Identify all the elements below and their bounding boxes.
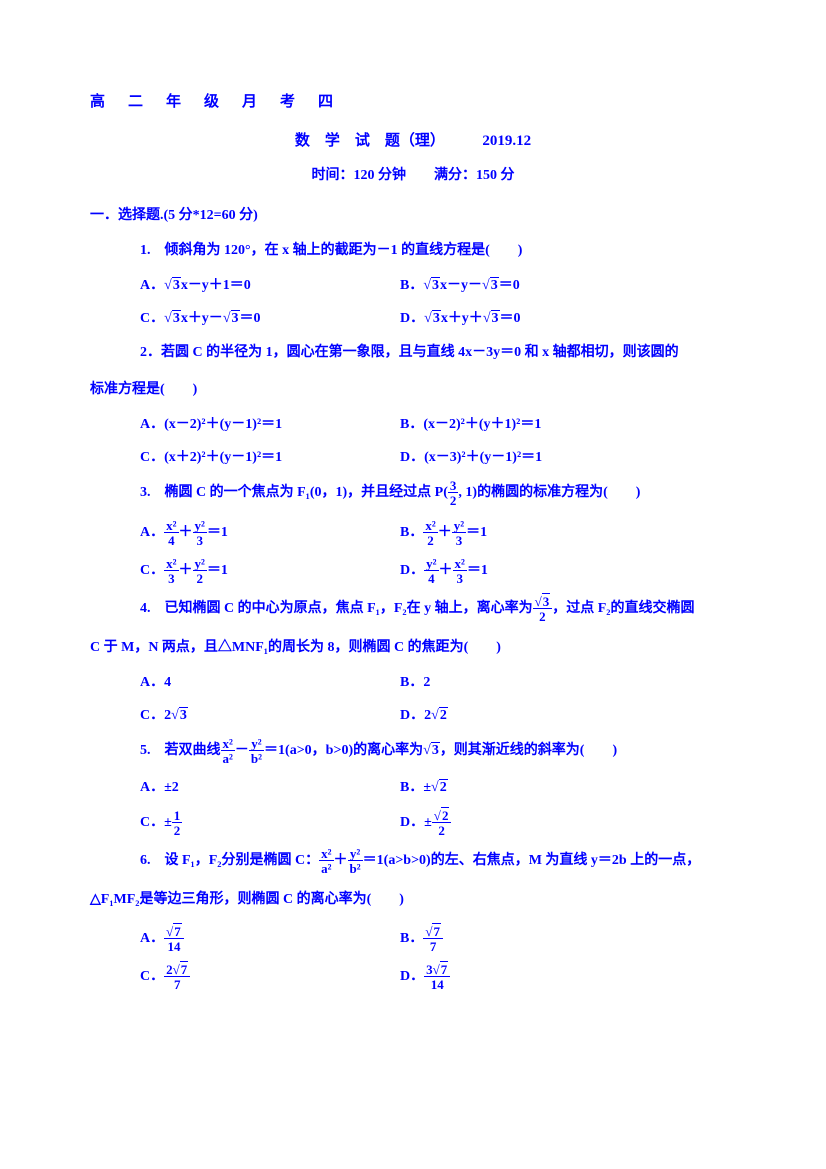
q2-opt-d: D．(x－3)²＋(y－1)²＝1 (400, 447, 542, 469)
q6-options-row2: C．2√77 D．3√714 (140, 963, 736, 991)
q4-options-row2: C．2√3 D．2√2 (140, 705, 736, 727)
q2-stem-line1: 2．若圆 C 的半径为 1，圆心在第一象限，且与直线 4x－3y＝0 和 x 轴… (140, 340, 736, 365)
q4-stem-line1: 4. 已知椭圆 C 的中心为原点，焦点 F₁，F₂在 y 轴上，离心率为√32，… (140, 595, 736, 623)
q2-opt-a: A．(x－2)²＋(y－1)²＝1 (140, 414, 400, 436)
q5-opt-b: B．±√2 (400, 777, 448, 799)
q5-opt-d: D．±√22 (400, 809, 451, 837)
q4-options-row1: A．4 B．2 (140, 672, 736, 694)
q3-stem: 3. 椭圆 C 的一个焦点为 F₁(0，1)，并且经过点 P(32, 1)的椭圆… (140, 479, 736, 507)
q5-opt-a: A．±2 (140, 777, 400, 799)
q1-stem: 1. 倾斜角为 120°，在 x 轴上的截距为－1 的直线方程是( ) (140, 238, 736, 263)
q2-opt-c: C．(x＋2)²＋(y－1)²＝1 (140, 447, 400, 469)
q6-opt-c: C．2√77 (140, 963, 400, 991)
exam-title: 高 二 年 级 月 考 四 (90, 90, 736, 111)
q4-opt-c: C．2√3 (140, 705, 400, 727)
q3-options-row2: C．x²3＋y²2＝1 D．y²4＋x²3＝1 (140, 557, 736, 585)
exam-subtitle: 数 学 试 题（理） 2019.12 (90, 129, 736, 150)
q2-options-row2: C．(x＋2)²＋(y－1)²＝1 D．(x－3)²＋(y－1)²＝1 (140, 447, 736, 469)
q3-opt-c: C．x²3＋y²2＝1 (140, 557, 400, 585)
q6-opt-d: D．3√714 (400, 963, 450, 991)
q2-opt-b: B．(x－2)²＋(y＋1)²＝1 (400, 414, 541, 436)
exam-time-score: 时间：120 分钟 满分：150 分 (90, 164, 736, 184)
q2-options-row1: A．(x－2)²＋(y－1)²＝1 B．(x－2)²＋(y＋1)²＝1 (140, 414, 736, 436)
q4-opt-d: D．2√2 (400, 705, 448, 727)
q4-opt-b: B．2 (400, 672, 430, 694)
q3-options-row1: A．x²4＋y²3＝1 B．x²2＋y²3＝1 (140, 519, 736, 547)
q6-stem-line1: 6. 设 F₁，F₂分别是椭圆 C：x²a²＋y²b²＝1(a>b>0)的左、右… (140, 847, 736, 875)
q4-stem-line2: C 于 M，N 两点，且△MNF₁的周长为 8，则椭圆 C 的焦距为( ) (90, 635, 736, 660)
q6-opt-a: A．√714 (140, 925, 400, 953)
q4-opt-a: A．4 (140, 672, 400, 694)
q5-options-row1: A．±2 B．±√2 (140, 777, 736, 799)
q6-opt-b: B．√77 (400, 925, 443, 953)
q3-opt-b: B．x²2＋y²3＝1 (400, 519, 487, 547)
q1-opt-c: C．√3x＋y－√3＝0 (140, 308, 400, 330)
q3-opt-d: D．y²4＋x²3＝1 (400, 557, 488, 585)
q6-stem-line2: △F₁MF₂是等边三角形，则椭圆 C 的离心率为( ) (90, 887, 736, 912)
q1-options-row2: C．√3x＋y－√3＝0 D．√3x＋y＋√3＝0 (140, 308, 736, 330)
q6-options-row1: A．√714 B．√77 (140, 925, 736, 953)
q3-opt-a: A．x²4＋y²3＝1 (140, 519, 400, 547)
q5-opt-c: C．±12 (140, 809, 400, 837)
q5-options-row2: C．±12 D．±√22 (140, 809, 736, 837)
q1-options-row1: A．√3x－y＋1＝0 B．√3x－y－√3＝0 (140, 275, 736, 297)
q5-stem: 5. 若双曲线x²a²－y²b²＝1(a>0，b>0)的离心率为√3，则其渐近线… (140, 737, 736, 765)
q2-stem-line2: 标准方程是( ) (90, 377, 736, 402)
q1-opt-d: D．√3x＋y＋√3＝0 (400, 308, 521, 330)
q1-opt-a: A．√3x－y＋1＝0 (140, 275, 400, 297)
q1-opt-b: B．√3x－y－√3＝0 (400, 275, 520, 297)
section-1-header: 一．选择题.(5 分*12=60 分) (90, 204, 736, 224)
